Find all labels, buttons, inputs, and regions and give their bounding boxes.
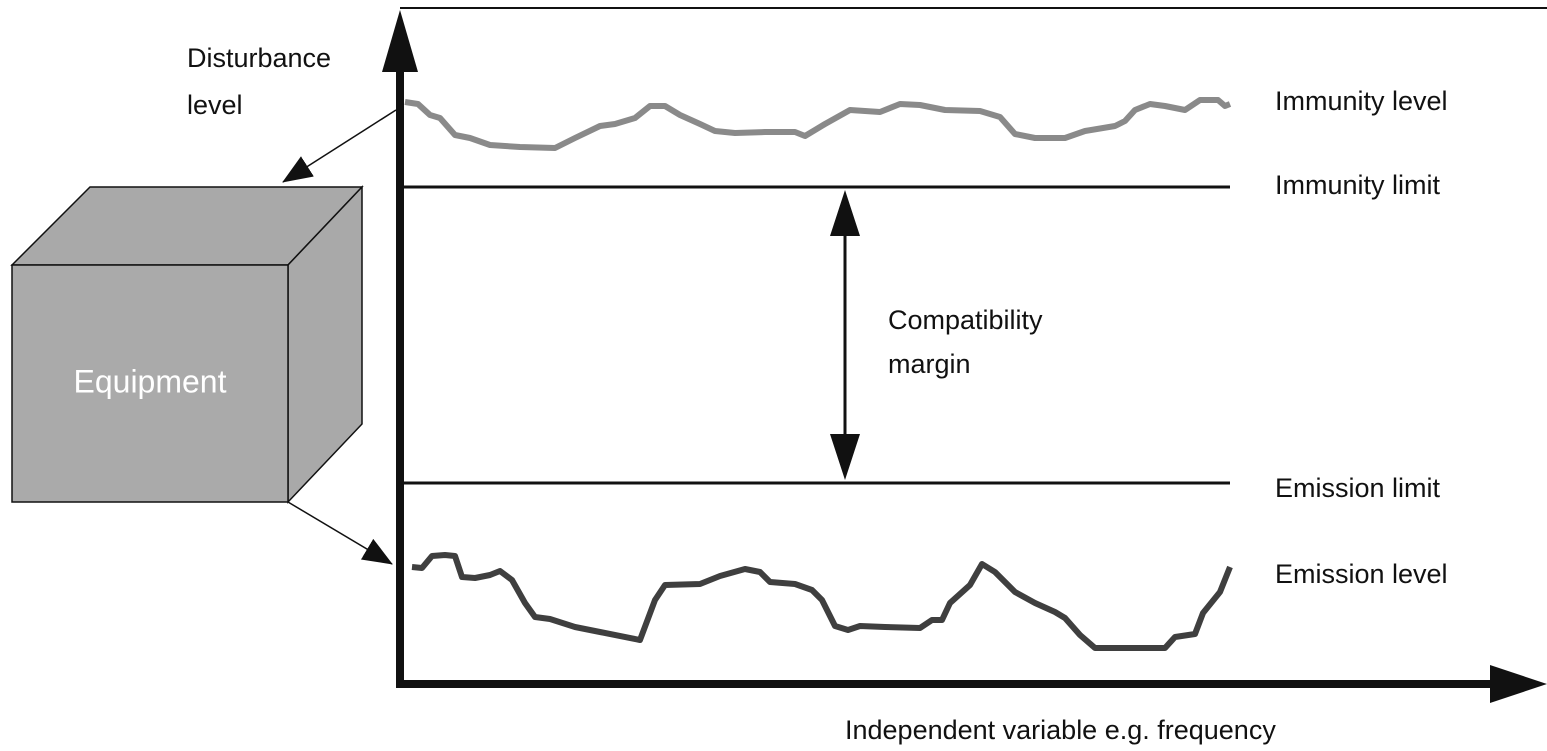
curve-label: Immunity limit <box>1275 170 1441 200</box>
y-axis-label: Disturbance <box>187 43 331 73</box>
curve-label: Emission level <box>1275 559 1448 589</box>
connector-arrow <box>282 109 397 183</box>
x-axis-arrow <box>1490 665 1547 703</box>
emission-level-curve <box>411 552 1233 651</box>
connector-arrow <box>287 501 393 565</box>
immunity-level-curve <box>404 97 1232 151</box>
margin-label: Compatibility <box>888 305 1043 335</box>
y-axis-arrow <box>382 10 418 72</box>
equipment-label: Equipment <box>74 363 227 399</box>
margin-label: margin <box>888 349 971 379</box>
curve-label: Immunity level <box>1275 86 1448 116</box>
x-axis-label: Independent variable e.g. frequency <box>845 715 1276 745</box>
cube-front <box>11 264 289 503</box>
curve-label: Emission limit <box>1275 473 1441 503</box>
y-axis-label: level <box>187 90 243 120</box>
